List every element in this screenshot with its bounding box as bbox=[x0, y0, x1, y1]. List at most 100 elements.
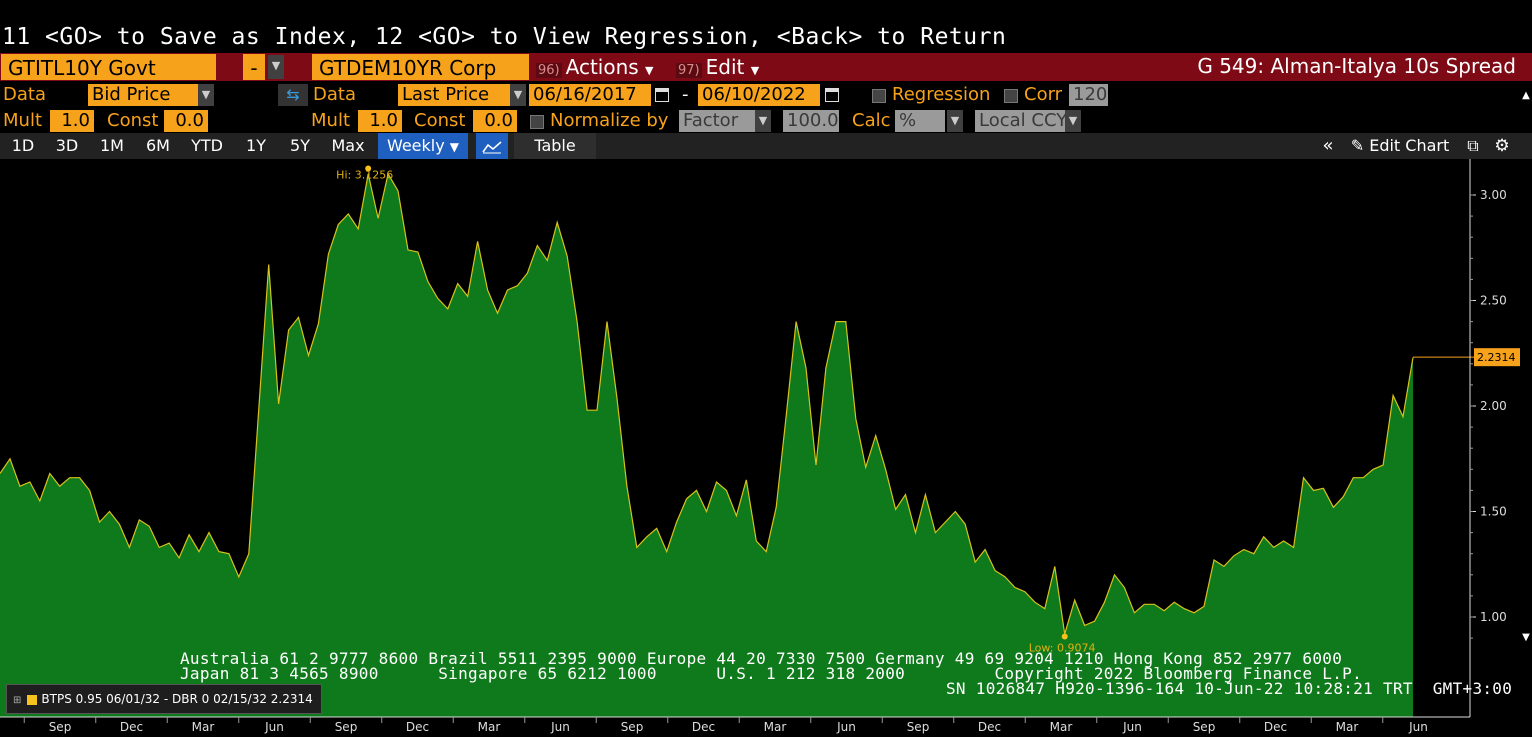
data1-label: Data bbox=[3, 84, 46, 105]
operator-dropdown-icon[interactable]: ▼ bbox=[268, 55, 284, 79]
x-tick-label: Jun bbox=[836, 720, 856, 734]
mult2-label: Mult bbox=[311, 110, 350, 131]
calendar-icon[interactable] bbox=[655, 88, 669, 102]
calendar-icon[interactable] bbox=[825, 88, 839, 102]
security1-field[interactable]: GTITL10Y Govt bbox=[1, 54, 216, 80]
y-tick-label: 2.50 bbox=[1480, 294, 1507, 308]
chevron-down-icon: ▼ bbox=[645, 64, 654, 77]
mult2-field[interactable]: 1.0 bbox=[358, 110, 402, 132]
period-6m-button[interactable]: 6M bbox=[146, 136, 170, 155]
operator-field[interactable]: - bbox=[243, 54, 265, 80]
mult1-field[interactable]: 1.0 bbox=[50, 110, 94, 132]
x-tick-label: Jun bbox=[264, 720, 284, 734]
x-tick-label: Mar bbox=[764, 720, 787, 734]
normalize-checkbox[interactable] bbox=[530, 115, 544, 129]
x-tick-label: Sep bbox=[49, 720, 72, 734]
mult1-label: Mult bbox=[3, 110, 42, 131]
calc-label: Calc bbox=[852, 110, 891, 131]
x-tick-label: Sep bbox=[621, 720, 644, 734]
command-hint-line: 11 <GO> to Save as Index, 12 <GO> to Vie… bbox=[2, 24, 1007, 50]
x-tick-label: Dec bbox=[692, 720, 715, 734]
gear-icon[interactable]: ⚙ bbox=[1494, 136, 1510, 156]
chevron-down-icon: ▼ bbox=[750, 64, 760, 77]
x-tick-label: Jun bbox=[550, 720, 570, 734]
const1-field[interactable]: 0.0 bbox=[164, 110, 208, 132]
normalize-select[interactable]: Factor bbox=[679, 110, 755, 132]
edit-label: Edit bbox=[705, 55, 745, 79]
chevron-down-icon[interactable]: ▼ bbox=[1065, 110, 1081, 132]
x-tick-label: Sep bbox=[1193, 720, 1216, 734]
edit-chart-label: Edit Chart bbox=[1369, 136, 1450, 155]
data2-select[interactable]: Last Price bbox=[398, 84, 510, 106]
corr-checkbox[interactable] bbox=[1004, 89, 1018, 103]
data2-label: Data bbox=[313, 84, 356, 105]
corr-window-field[interactable]: 120 bbox=[1069, 84, 1108, 106]
collapse-icon[interactable]: « bbox=[1322, 135, 1334, 156]
page-title: G 549: Alman-Italya 10s Spread bbox=[1197, 54, 1516, 78]
const2-field[interactable]: 0.0 bbox=[473, 110, 517, 132]
period-ytd-button[interactable]: YTD bbox=[191, 136, 223, 155]
edit-menu[interactable]: 97) Edit ▼ bbox=[676, 54, 759, 84]
swap-icon[interactable]: ⇆ bbox=[278, 84, 308, 106]
normalize-label: Normalize by bbox=[550, 110, 669, 131]
legend-swatch bbox=[27, 694, 38, 705]
x-tick-label: Dec bbox=[978, 720, 1001, 734]
chart-settings-icon[interactable]: ⧉ bbox=[1467, 136, 1479, 155]
actions-menu[interactable]: 96) Actions ▼ bbox=[536, 54, 654, 84]
high-label: Hi: 3.1256 bbox=[336, 168, 393, 181]
expand-icon[interactable]: ⊞ bbox=[13, 695, 22, 706]
x-tick-label: Dec bbox=[120, 720, 143, 734]
x-tick-label: Sep bbox=[335, 720, 358, 734]
end-date-field[interactable]: 06/10/2022 bbox=[698, 84, 820, 106]
period-1d-button[interactable]: 1D bbox=[11, 136, 35, 155]
x-tick-label: Mar bbox=[1050, 720, 1073, 734]
corr-label: Corr bbox=[1024, 84, 1063, 105]
y-tick-label: 2.00 bbox=[1480, 399, 1507, 413]
data1-select[interactable]: Bid Price bbox=[88, 84, 198, 106]
pencil-icon: ✎ bbox=[1350, 136, 1365, 155]
y-tick-label: 1.00 bbox=[1480, 610, 1507, 624]
table-button[interactable]: Table bbox=[514, 133, 596, 159]
last-value-tag bbox=[1474, 348, 1520, 367]
currency-select[interactable]: Local CCY bbox=[975, 110, 1067, 132]
calc-select[interactable]: % bbox=[895, 110, 945, 132]
factor-field[interactable]: 100.0 bbox=[783, 110, 839, 132]
spread-line bbox=[0, 172, 1414, 635]
last-value-label: 2.2314 bbox=[1477, 351, 1516, 364]
const1-label: Const bbox=[107, 110, 159, 131]
edit-chart-button[interactable]: ✎ Edit Chart bbox=[1344, 133, 1456, 159]
period-max-button[interactable]: Max bbox=[331, 136, 365, 155]
frequency-select[interactable]: Weekly ▼ bbox=[378, 133, 468, 160]
scroll-up-icon[interactable]: ▲ bbox=[1522, 90, 1530, 101]
chart-legend[interactable]: ⊞ BTPS 0.95 06/01/32 - DBR 0 02/15/32 2.2… bbox=[6, 684, 322, 714]
period-3d-button[interactable]: 3D bbox=[55, 136, 79, 155]
actions-label: Actions bbox=[565, 55, 639, 79]
line-chart-icon[interactable] bbox=[476, 133, 508, 159]
scroll-down-icon[interactable]: ▼ bbox=[1522, 632, 1530, 643]
chevron-down-icon[interactable]: ▼ bbox=[198, 84, 214, 106]
y-tick-label: 3.00 bbox=[1480, 188, 1507, 202]
session-info: SN 1026847 H920-1396-164 10-Jun-22 10:28… bbox=[946, 679, 1513, 698]
x-tick-label: Jun bbox=[1122, 720, 1142, 734]
x-tick-label: Mar bbox=[478, 720, 501, 734]
security2-field[interactable]: GTDEM10YR Corp bbox=[312, 54, 529, 80]
regression-checkbox[interactable] bbox=[872, 89, 886, 103]
contact-line-1: Australia 61 2 9777 8600 Brazil 5511 239… bbox=[180, 649, 1343, 668]
date-separator: - bbox=[682, 84, 689, 105]
spread-chart: Hi: 3.1256 Low: 0.9074 2.2314 3.00 2.50 2.00… bbox=[0, 159, 1532, 737]
chevron-down-icon[interactable]: ▼ bbox=[755, 110, 771, 132]
start-date-field[interactable]: 06/16/2017 bbox=[529, 84, 651, 106]
period-5y-button[interactable]: 5Y bbox=[290, 136, 310, 155]
high-marker bbox=[365, 165, 372, 172]
edit-number: 97) bbox=[676, 63, 702, 78]
spread-area bbox=[0, 173, 1413, 717]
period-1m-button[interactable]: 1M bbox=[100, 136, 124, 155]
chevron-down-icon[interactable]: ▼ bbox=[510, 84, 526, 106]
period-1y-button[interactable]: 1Y bbox=[246, 136, 266, 155]
x-tick-label: Jun bbox=[1408, 720, 1428, 734]
contact-line-2: Japan 81 3 4565 8900 Singapore 65 6212 1… bbox=[180, 664, 1363, 683]
x-tick-label: Dec bbox=[1264, 720, 1287, 734]
chevron-down-icon: ▼ bbox=[449, 140, 460, 154]
legend-label: BTPS 0.95 06/01/32 - DBR 0 02/15/32 2.23… bbox=[41, 692, 313, 706]
chevron-down-icon[interactable]: ▼ bbox=[947, 110, 963, 132]
